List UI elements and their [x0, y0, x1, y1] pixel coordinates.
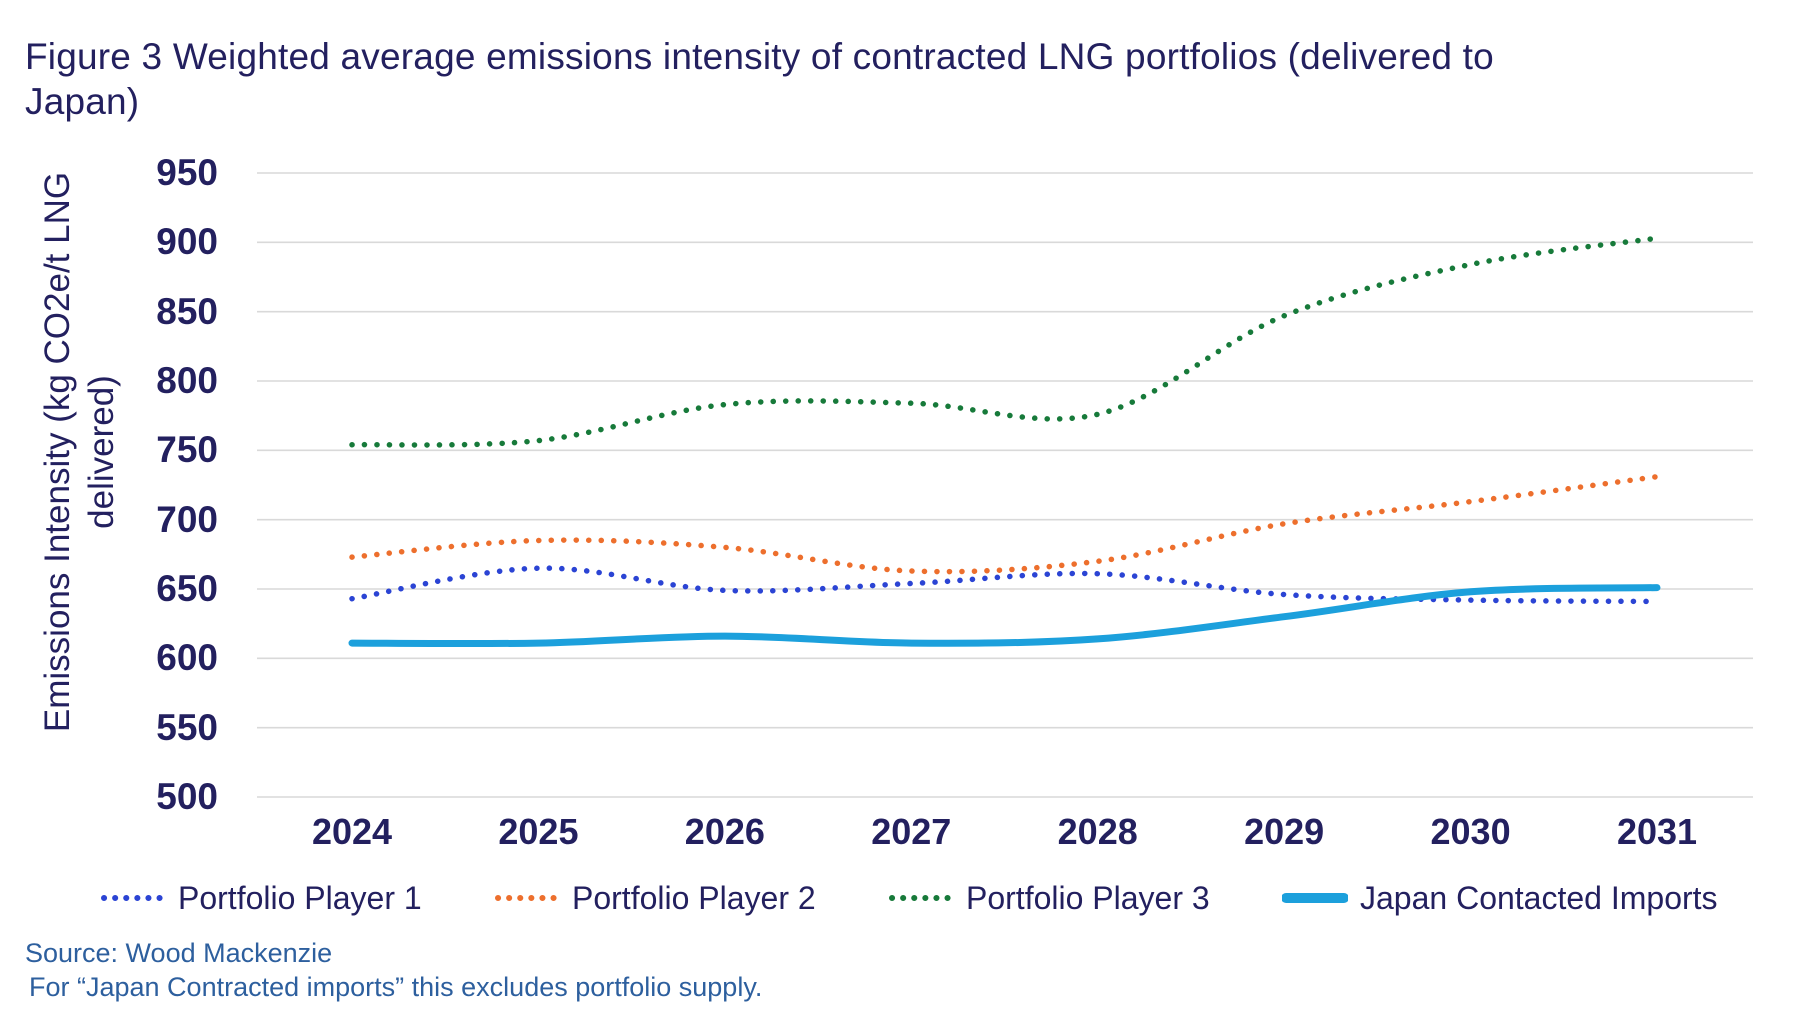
x-tick-2030: 2030	[1430, 811, 1511, 852]
legend-label: Portfolio Player 3	[966, 879, 1210, 916]
y-tick-600: 600	[156, 637, 218, 679]
y-tick-650: 650	[156, 568, 218, 609]
legend-item-portfolio-player-1: Portfolio Player 1	[100, 876, 422, 920]
figure-title: Figure 3 Weighted average emissions inte…	[25, 36, 1494, 123]
series-line-japan-contacted-imports	[348, 584, 1661, 648]
y-tick-750: 750	[156, 429, 218, 471]
y-tick-700: 700	[156, 498, 218, 540]
series-line-portfolio-player-2	[349, 473, 1660, 575]
x-tick-2025: 2025	[498, 811, 579, 852]
dotted-line-swatch-green	[889, 895, 953, 901]
dotted-line-swatch-orange	[495, 895, 559, 901]
source-text: Source: Wood Mackenzie	[25, 938, 333, 968]
y-tick-800: 800	[156, 360, 218, 401]
legend-item-portfolio-player-3: Portfolio Player 3	[888, 876, 1210, 920]
y-tick-850: 850	[156, 290, 218, 332]
series-line-portfolio-player-3	[349, 235, 1660, 448]
x-tick-2031: 2031	[1616, 811, 1698, 852]
y-tick-900: 900	[156, 221, 218, 263]
x-tick-2026: 2026	[684, 811, 765, 852]
legend-item-portfolio-player-2: Portfolio Player 2	[494, 876, 816, 920]
legend-label: Portfolio Player 2	[572, 879, 816, 916]
x-tick-2028: 2028	[1057, 811, 1138, 852]
x-tick-2027: 2027	[871, 811, 952, 852]
gridlines	[257, 172, 1753, 798]
y-tick-550: 550	[156, 706, 218, 748]
legend-label: Japan Contacted Imports	[1360, 879, 1718, 916]
dotted-line-swatch-blue	[101, 895, 165, 901]
footnote-text: For “Japan Contracted imports” this excl…	[29, 972, 763, 1002]
x-tick-2029: 2029	[1244, 811, 1325, 852]
solid-line-swatch-teal	[1282, 893, 1348, 903]
x-tick-2024: 2024	[311, 811, 393, 852]
y-tick-500: 500	[156, 776, 218, 817]
y-tick-950: 950	[156, 152, 218, 193]
series-line-portfolio-player-1	[349, 565, 1660, 605]
legend-item-japan-contacted-imports: Japan Contacted Imports	[1282, 876, 1718, 920]
legend-label: Portfolio Player 1	[178, 879, 422, 916]
